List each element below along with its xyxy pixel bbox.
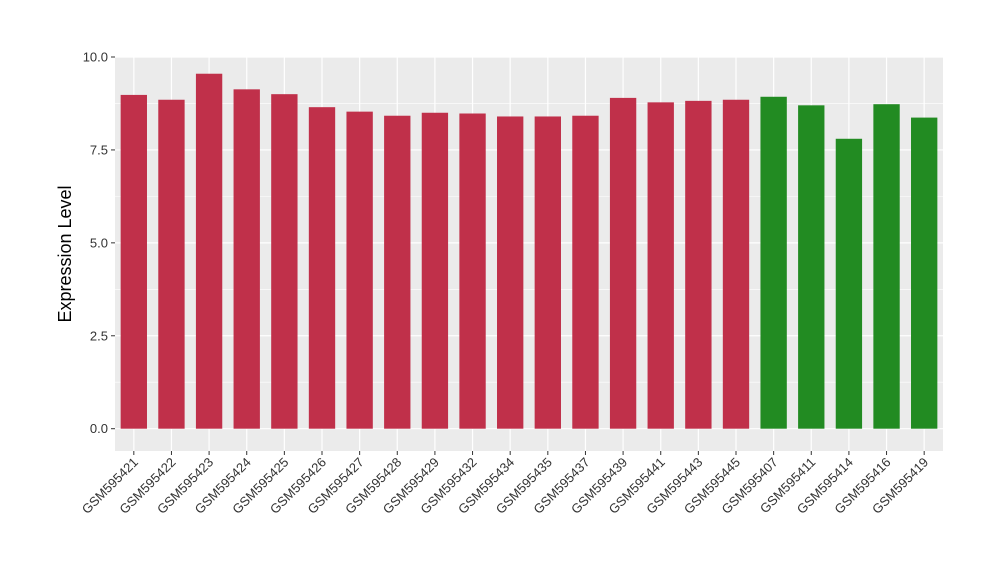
bar-GSM595414 xyxy=(835,138,863,429)
bar-GSM595435 xyxy=(534,116,561,429)
y-tick-label: 7.5 xyxy=(90,142,108,157)
bar-GSM595443 xyxy=(685,100,712,429)
bar-GSM595427 xyxy=(346,111,373,429)
y-axis-title: Expression Level xyxy=(55,185,75,322)
y-axis-ticks: 0.0 2.5 5.0 7.5 10.0 xyxy=(83,50,115,436)
bar-GSM595425 xyxy=(271,94,298,429)
bar-GSM595407 xyxy=(760,96,787,429)
y-tick-label: 0.0 xyxy=(90,421,108,436)
bar-GSM595429 xyxy=(421,112,449,429)
x-axis-ticks: GSM595421GSM595422GSM595423GSM595424GSM5… xyxy=(79,451,931,517)
bar-GSM595411 xyxy=(798,105,825,429)
bar-GSM595428 xyxy=(384,115,411,429)
bar-GSM595441 xyxy=(647,102,674,429)
bar-GSM595437 xyxy=(572,115,599,429)
bar-GSM595426 xyxy=(308,107,336,429)
bar-GSM595439 xyxy=(609,97,637,429)
y-tick-label: 5.0 xyxy=(90,235,108,250)
bar-GSM595432 xyxy=(459,113,486,429)
bar-GSM595421 xyxy=(120,94,147,429)
bar-GSM595445 xyxy=(722,99,750,429)
bar-GSM595422 xyxy=(158,99,185,429)
y-tick-label: 10.0 xyxy=(83,50,108,65)
bar-GSM595416 xyxy=(873,104,900,429)
bar-GSM595424 xyxy=(233,89,260,429)
y-tick-label: 2.5 xyxy=(90,328,108,343)
bars xyxy=(120,73,938,429)
bar-GSM595434 xyxy=(497,116,524,429)
bar-GSM595419 xyxy=(911,117,938,429)
bar-GSM595423 xyxy=(195,73,223,429)
